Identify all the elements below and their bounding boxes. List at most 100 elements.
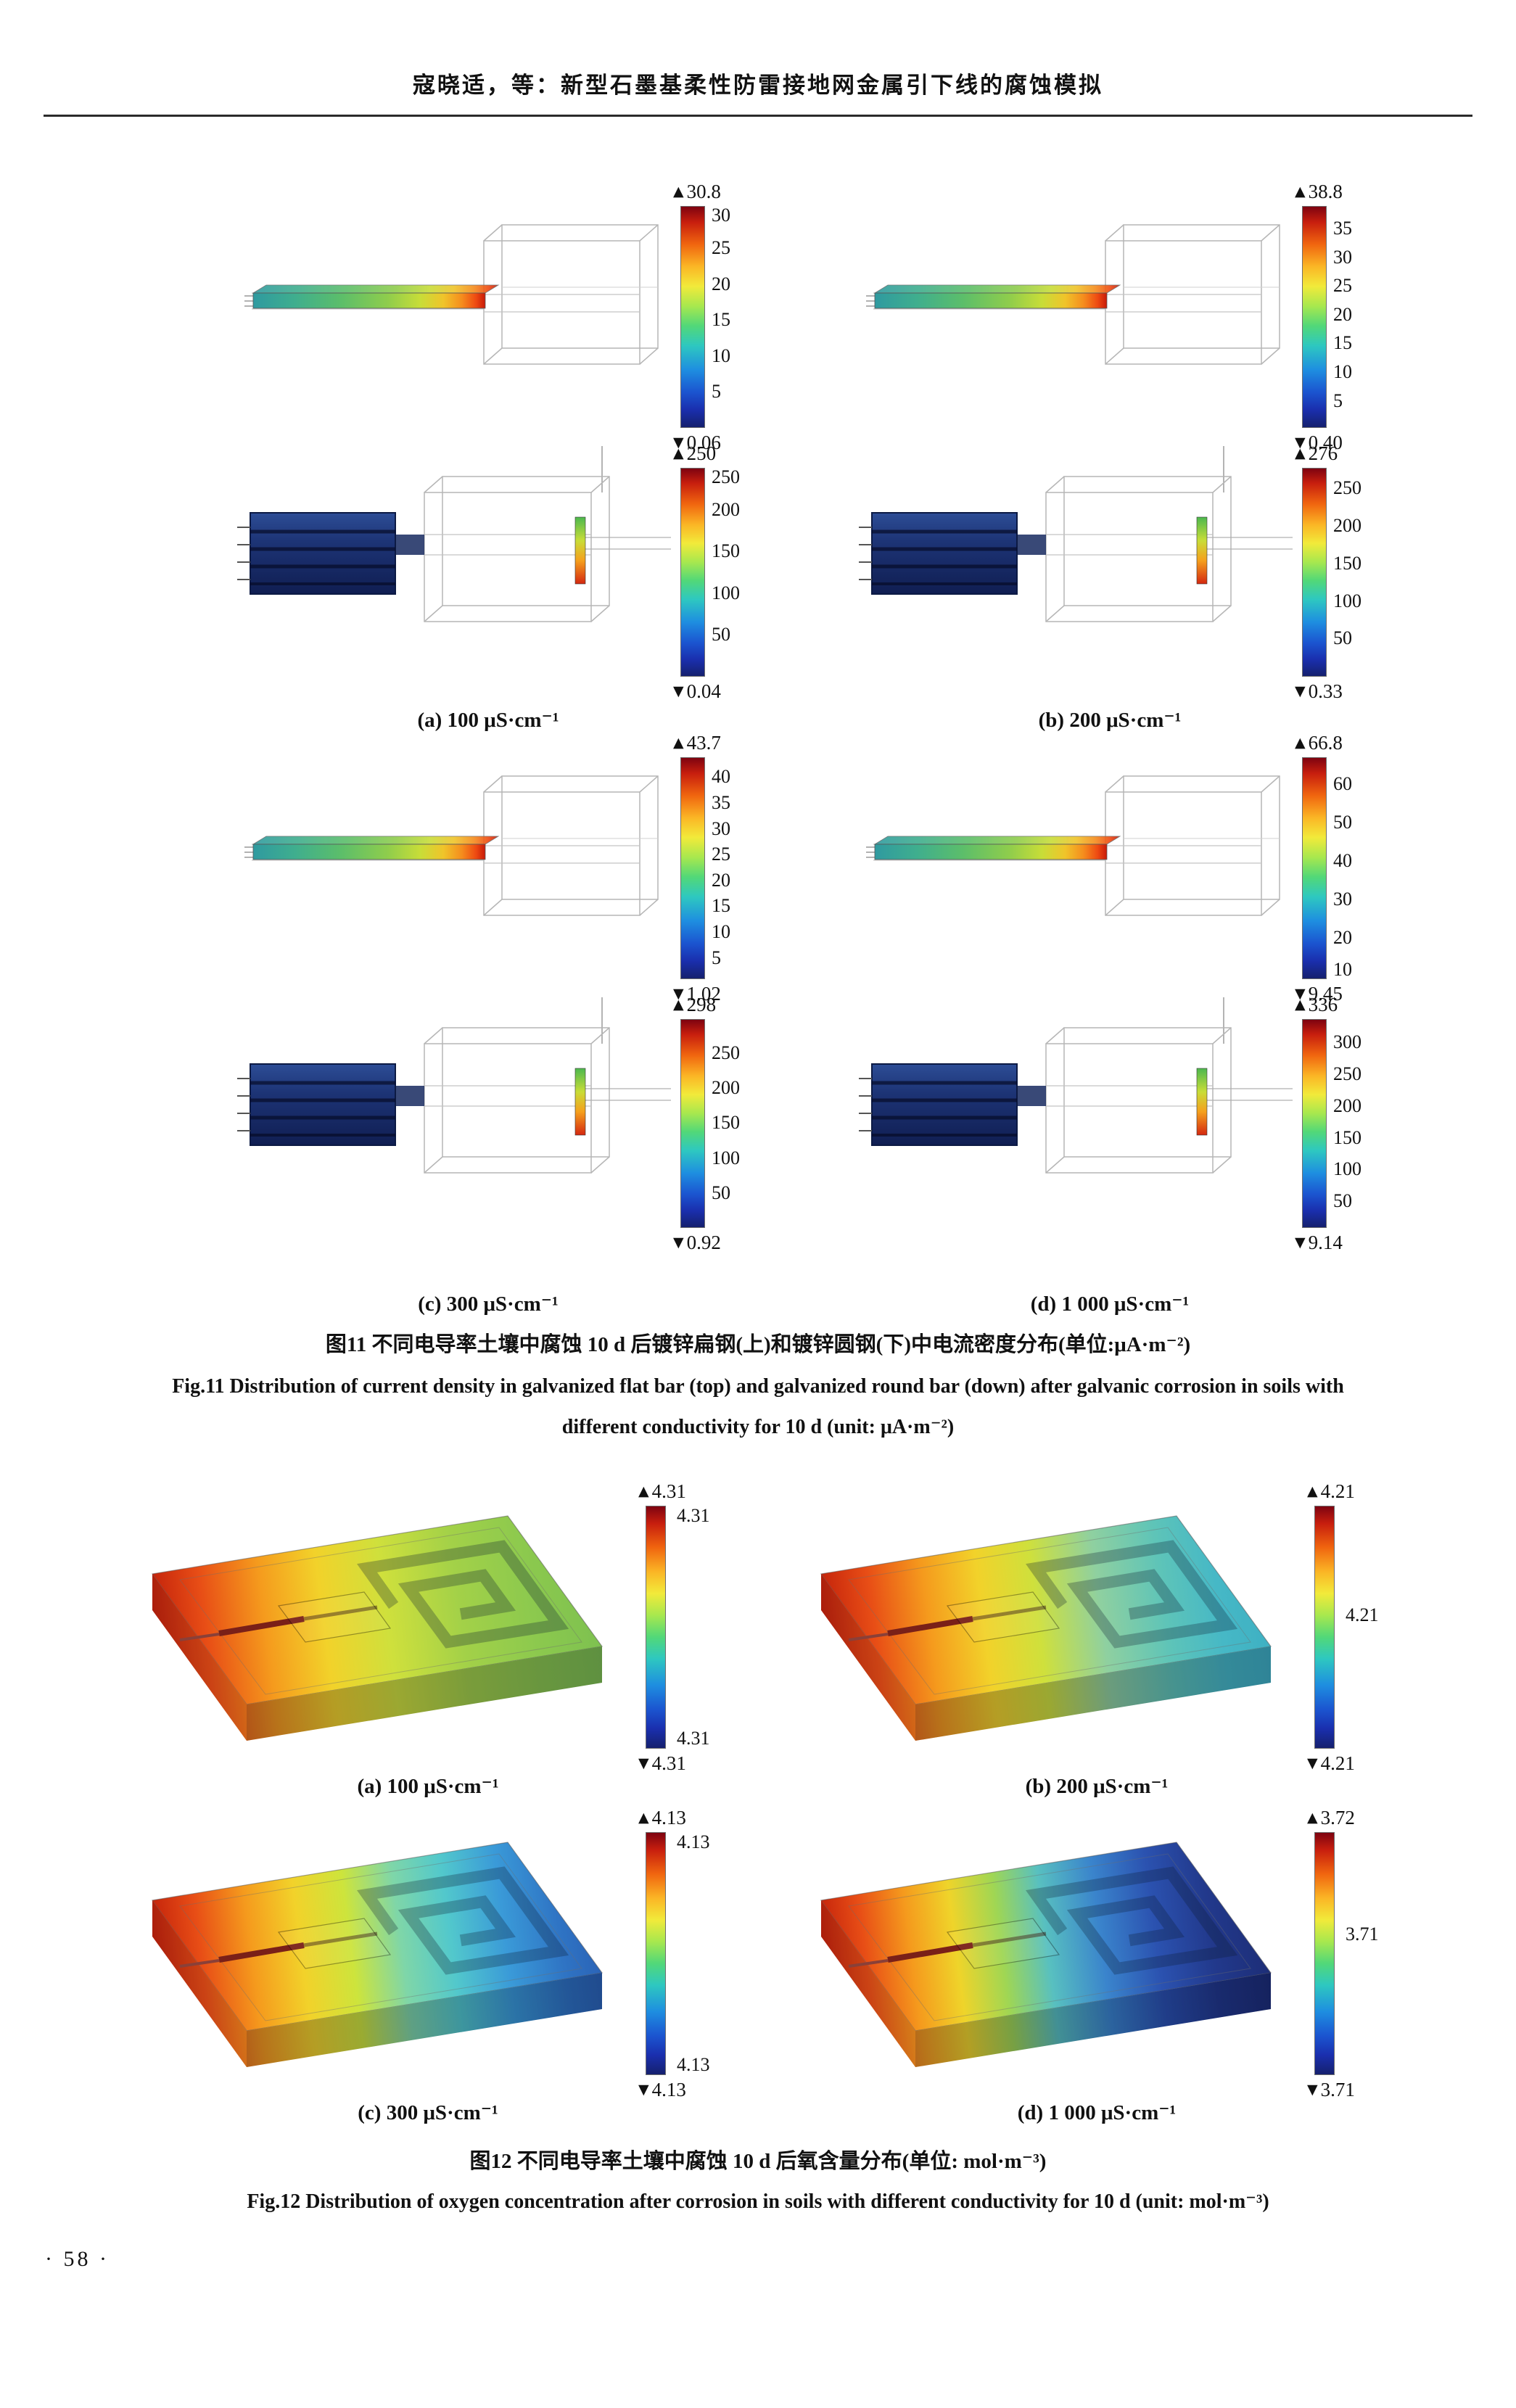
fig11-panel-c-label: (c) 300 μS·cm⁻¹ <box>418 1292 559 1316</box>
fig11-panel-b-label: (b) 200 μS·cm⁻¹ <box>1038 709 1182 732</box>
triangle-up-icon: ▲ <box>1295 184 1306 199</box>
colorbar-gradient: 35 30 25 20 15 10 5 <box>1302 206 1352 428</box>
triangle-down-icon: ▼ <box>1307 1755 1318 1771</box>
colorbar-gradient: 3.71 <box>1314 1832 1379 2075</box>
fig11-b-round-bar-plot <box>814 446 1293 693</box>
colorbar-tick-label: 50 <box>712 623 730 645</box>
colorbar-min-label: ▼ 4.21 <box>1307 1752 1355 1775</box>
colorbar-tick-label: 5 <box>1333 389 1343 411</box>
colorbar-gradient: 250 200 150 100 50 <box>680 1019 740 1228</box>
fig12-panel-c-label: (c) 300 μS·cm⁻¹ <box>358 2101 498 2124</box>
colorbar-min-value: 4.13 <box>651 2079 686 2100</box>
fig12-a-colorbar: ▲ 4.31 4.31 4.31 ▼ 4.31 <box>638 1480 710 1775</box>
fig12-panel-d-label: (d) 1 000 μS·cm⁻¹ <box>1017 2101 1177 2124</box>
colorbar-tick-label: 20 <box>712 869 730 891</box>
colorbar-min-label: ▼ 4.13 <box>638 2078 686 2101</box>
colorbar-min-value: 3.71 <box>1320 2079 1355 2100</box>
colorbar-max-value: 38.8 <box>1308 181 1343 202</box>
triangle-down-icon: ▼ <box>673 434 684 450</box>
colorbar-max-label: ▲ 4.31 <box>638 1480 686 1503</box>
colorbar-gradient: 4.21 <box>1314 1506 1379 1749</box>
colorbar-tick-label: 100 <box>1333 590 1361 611</box>
colorbar-tick-label: 5 <box>712 947 721 968</box>
fig12-panel-b-label: (b) 200 μS·cm⁻¹ <box>1025 1775 1169 1798</box>
fig12-c-slab-plot <box>138 1813 631 2089</box>
fig11-d-top-colorbar: ▲ 66.8 60 50 40 30 20 10 ▼ 9.45 <box>1295 731 1352 1005</box>
running-head-title: 寇晓适，等：新型石墨基柔性防雷接地网金属引下线的腐蚀模拟 <box>413 73 1103 98</box>
fig12-panel-d: ▲ 3.72 3.71 ▼ 3.71 (d) 1 000 μS·cm⁻¹ <box>799 1806 1516 2408</box>
triangle-down-icon: ▼ <box>673 1234 684 1250</box>
colorbar-min-label: ▼ 4.31 <box>638 1752 686 1775</box>
triangle-up-icon: ▲ <box>1307 1810 1318 1826</box>
colorbar-min-label: ▼ 0.06 <box>673 431 721 454</box>
colorbar-max-value: 250 <box>686 442 717 464</box>
colorbar-tick-label: 150 <box>712 540 740 562</box>
colorbar-min-value: 0.92 <box>686 1232 721 1253</box>
fig12-panel-b: ▲ 4.21 4.21 ▼ 4.21 (b) 200 μS·cm⁻¹ <box>799 1480 1516 2082</box>
fig11-panel-d-label: (d) 1 000 μS·cm⁻¹ <box>1030 1292 1190 1316</box>
fig12-c-colorbar: ▲ 4.13 4.13 4.13 ▼ 4.13 <box>638 1806 710 2101</box>
colorbar-gradient: 60 50 40 30 20 10 <box>1302 757 1352 979</box>
colorbar-tick-label: 10 <box>1333 959 1352 980</box>
fig11-b-bottom-colorbar: ▲ 276 250 200 150 100 50 ▼ 0.33 <box>1295 442 1361 703</box>
colorbar-min-value: 9.45 <box>1308 983 1343 1005</box>
colorbar-max-label: ▲ 38.8 <box>1295 180 1343 203</box>
colorbar-tick-label: 10 <box>712 921 730 943</box>
colorbar-tick-label: 250 <box>1333 477 1361 498</box>
colorbar-tick-label: 200 <box>712 1077 740 1099</box>
colorbar-max-label: ▲ 298 <box>673 993 716 1016</box>
fig11-c-round-bar-plot <box>192 997 671 1244</box>
colorbar-tick-label: 50 <box>1333 812 1352 833</box>
colorbar-max-label: ▲ 43.7 <box>673 731 721 754</box>
colorbar-gradient: 4.13 4.13 <box>646 1832 710 2075</box>
page-number: · 58 · <box>45 2247 110 2271</box>
colorbar-tick-label: 40 <box>712 766 730 788</box>
triangle-up-icon: ▲ <box>1295 735 1306 751</box>
colorbar-side-label: 4.13 <box>677 2053 710 2075</box>
colorbar-tick-label: 30 <box>712 205 730 226</box>
colorbar-tick-label: 100 <box>712 582 740 603</box>
colorbar-max-value: 276 <box>1308 442 1338 464</box>
colorbar-tick-label: 30 <box>712 817 730 839</box>
colorbar-max-value: 3.72 <box>1320 1807 1355 1828</box>
triangle-up-icon: ▲ <box>1295 445 1306 461</box>
fig11-a-top-colorbar: ▲ 30.8 30 25 20 15 10 5 ▼ 0.06 <box>673 180 730 454</box>
colorbar-min-label: ▼ 3.71 <box>1307 2078 1355 2101</box>
fig12-d-slab-plot <box>807 1813 1300 2089</box>
fig11-c-bottom-colorbar: ▲ 298 250 200 150 100 50 ▼ 0.92 <box>673 993 740 1254</box>
colorbar-min-label: ▼ 0.92 <box>673 1231 721 1254</box>
colorbar-tick-label: 25 <box>712 237 730 259</box>
colorbar-tick-label: 50 <box>712 1182 730 1203</box>
colorbar-tick-label: 100 <box>712 1147 740 1168</box>
triangle-up-icon: ▲ <box>673 184 684 199</box>
colorbar-max-label: ▲ 336 <box>1295 993 1338 1016</box>
fig11-d-flat-bar-plot <box>866 775 1280 916</box>
triangle-up-icon: ▲ <box>1307 1483 1318 1499</box>
triangle-down-icon: ▼ <box>673 986 684 1002</box>
colorbar-min-value: 9.14 <box>1308 1232 1343 1253</box>
fig12-a-slab-plot <box>138 1487 631 1762</box>
fig11-panel-b: ▲ 38.8 35 30 25 20 15 10 5 ▼ 0.40 ▲ 276 250 200 150… <box>694 174 1420 776</box>
colorbar-gradient: 250 200 150 100 50 <box>680 468 740 677</box>
fig11-a-round-bar-plot <box>192 446 671 693</box>
fig12-panel-a: ▲ 4.31 4.31 4.31 ▼ 4.31 (a) 100 μS·cm⁻¹ <box>131 1480 856 2082</box>
colorbar-side-label: 3.71 <box>1346 1923 1379 1945</box>
colorbar-min-value: 1.02 <box>686 983 721 1005</box>
colorbar-tick-label: 30 <box>1333 888 1352 910</box>
fig12-d-colorbar: ▲ 3.72 3.71 ▼ 3.71 <box>1307 1806 1379 2101</box>
fig11-panel-c: ▲ 43.7 40 35 30 25 20 15 10 5 ▼ 1.02 ▲ 298 250 200 1… <box>73 725 798 1327</box>
header-rule <box>44 115 1472 117</box>
colorbar-side-label: 4.31 <box>677 1727 710 1749</box>
colorbar-tick-label: 5 <box>712 381 721 403</box>
colorbar-max-value: 336 <box>1308 994 1338 1015</box>
fig11-d-round-bar-plot <box>814 997 1293 1244</box>
colorbar-min-value: 4.21 <box>1320 1752 1355 1774</box>
colorbar-gradient: 40 35 30 25 20 15 10 5 <box>680 757 730 979</box>
fig11-c-flat-bar-plot <box>244 775 659 916</box>
fig11-caption-en-line2: different conductivity for 10 d (unit: μ… <box>561 1416 955 1438</box>
colorbar-tick-label: 10 <box>1333 361 1352 382</box>
colorbar-max-label: ▲ 250 <box>673 442 716 465</box>
triangle-up-icon: ▲ <box>673 735 684 751</box>
fig12-b-colorbar: ▲ 4.21 4.21 ▼ 4.21 <box>1307 1480 1379 1775</box>
fig11-a-bottom-colorbar: ▲ 250 250 200 150 100 50 ▼ 0.04 <box>673 442 740 703</box>
